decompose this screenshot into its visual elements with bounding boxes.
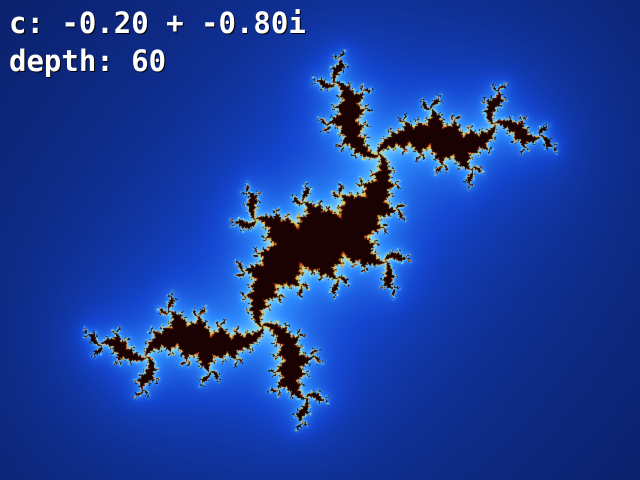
parameter-readout: c: -0.20 + -0.80i <box>9 6 306 40</box>
depth-readout: depth: 60 <box>9 44 167 78</box>
info-overlay: c: -0.20 + -0.80i depth: 60 <box>9 4 306 80</box>
